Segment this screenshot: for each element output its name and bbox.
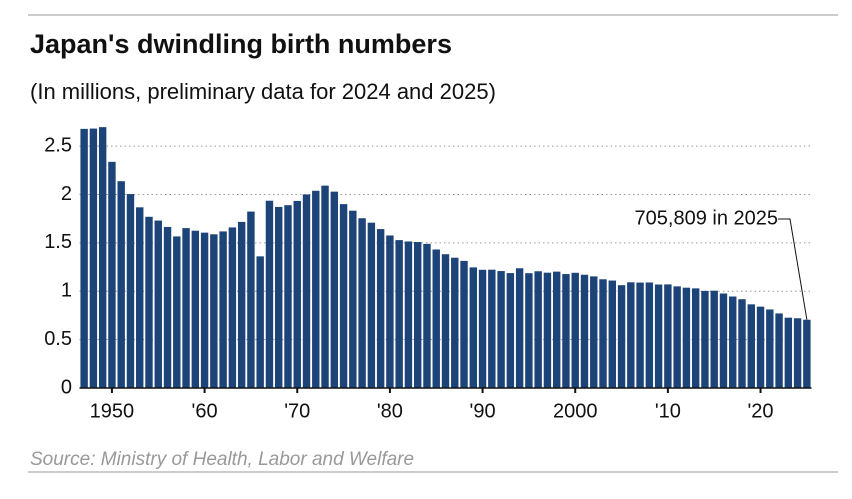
bar [719, 293, 728, 388]
bar [617, 285, 626, 388]
bar [275, 206, 283, 388]
bar [302, 194, 311, 388]
bar [441, 254, 450, 388]
bar [691, 288, 700, 388]
bar [265, 200, 274, 388]
bar [395, 240, 403, 388]
bar [413, 242, 422, 388]
bar [256, 256, 264, 388]
bar [701, 290, 709, 388]
bar [210, 234, 218, 388]
bar [182, 228, 190, 388]
x-tick-label: '90 [470, 400, 496, 422]
y-tick-label: 2.5 [44, 134, 72, 156]
bar [627, 282, 635, 388]
bar [404, 241, 413, 388]
bar [349, 210, 357, 388]
bar [237, 221, 246, 388]
bar [173, 236, 181, 388]
bar [645, 282, 654, 388]
bar [682, 287, 691, 388]
bar [163, 226, 172, 388]
bar [803, 319, 811, 388]
bar [200, 232, 209, 388]
bar [784, 317, 793, 388]
bar [710, 290, 718, 388]
x-tick-label: 2000 [553, 400, 598, 422]
bar [219, 231, 227, 388]
bar [534, 271, 542, 388]
bar [423, 243, 431, 388]
annotation-leader [778, 218, 808, 320]
annotation: 705,809 in 2025 [635, 207, 778, 229]
bar [330, 191, 339, 388]
bar [145, 216, 153, 388]
bar [339, 204, 348, 388]
bar [469, 267, 478, 388]
bar [108, 161, 116, 388]
chart-subtitle: (In millions, preliminary data for 2024 … [30, 79, 496, 104]
bar [80, 128, 88, 389]
bar [154, 220, 162, 388]
bar [608, 280, 616, 388]
bar [664, 284, 672, 388]
bar [451, 257, 459, 388]
bar [367, 222, 376, 388]
bar [571, 272, 579, 388]
bar [488, 269, 496, 388]
bar [562, 274, 570, 388]
bar [321, 185, 329, 388]
bar [117, 181, 125, 388]
bar [580, 274, 589, 388]
bar [729, 296, 737, 388]
bar [497, 271, 505, 388]
bar [775, 313, 783, 388]
bar [756, 306, 765, 388]
bar [552, 271, 561, 388]
bar [136, 207, 144, 388]
bar [126, 194, 135, 388]
bar [673, 286, 681, 388]
x-tick-label: '60 [192, 400, 218, 422]
source: Source: Ministry of Health, Labor and We… [30, 449, 414, 470]
bar [228, 227, 237, 388]
bar [515, 268, 524, 388]
y-tick-label: 0.5 [44, 328, 72, 350]
bar [312, 190, 320, 388]
x-tick-label: '10 [655, 400, 681, 422]
y-tick-label: 1.5 [44, 231, 72, 253]
bar [376, 229, 385, 388]
bar [191, 230, 200, 388]
bar [599, 279, 607, 388]
bar [766, 309, 774, 388]
bar [293, 200, 301, 388]
y-tick-label: 1 [61, 280, 72, 302]
bar [543, 272, 552, 388]
bar [284, 205, 292, 388]
bar [738, 299, 746, 388]
bar [747, 304, 755, 388]
bar [98, 127, 107, 388]
chart-title: Japan's dwindling birth numbers [30, 29, 452, 59]
y-tick-label: 0 [61, 376, 72, 398]
bar [358, 218, 366, 388]
x-tick-label: 1950 [90, 400, 135, 422]
bar [506, 273, 515, 388]
bar [386, 235, 394, 388]
x-tick-label: '20 [747, 400, 773, 422]
bar [460, 260, 468, 388]
bar [247, 211, 255, 388]
bar [793, 318, 802, 388]
bar [432, 249, 440, 388]
bar [636, 282, 644, 388]
x-tick-label: '80 [377, 400, 403, 422]
y-tick-label: 2 [61, 183, 72, 205]
bar [89, 128, 98, 388]
bar [478, 269, 487, 388]
x-tick-label: '70 [284, 400, 310, 422]
bar [590, 276, 598, 388]
bar [525, 273, 533, 388]
bar [654, 284, 663, 388]
